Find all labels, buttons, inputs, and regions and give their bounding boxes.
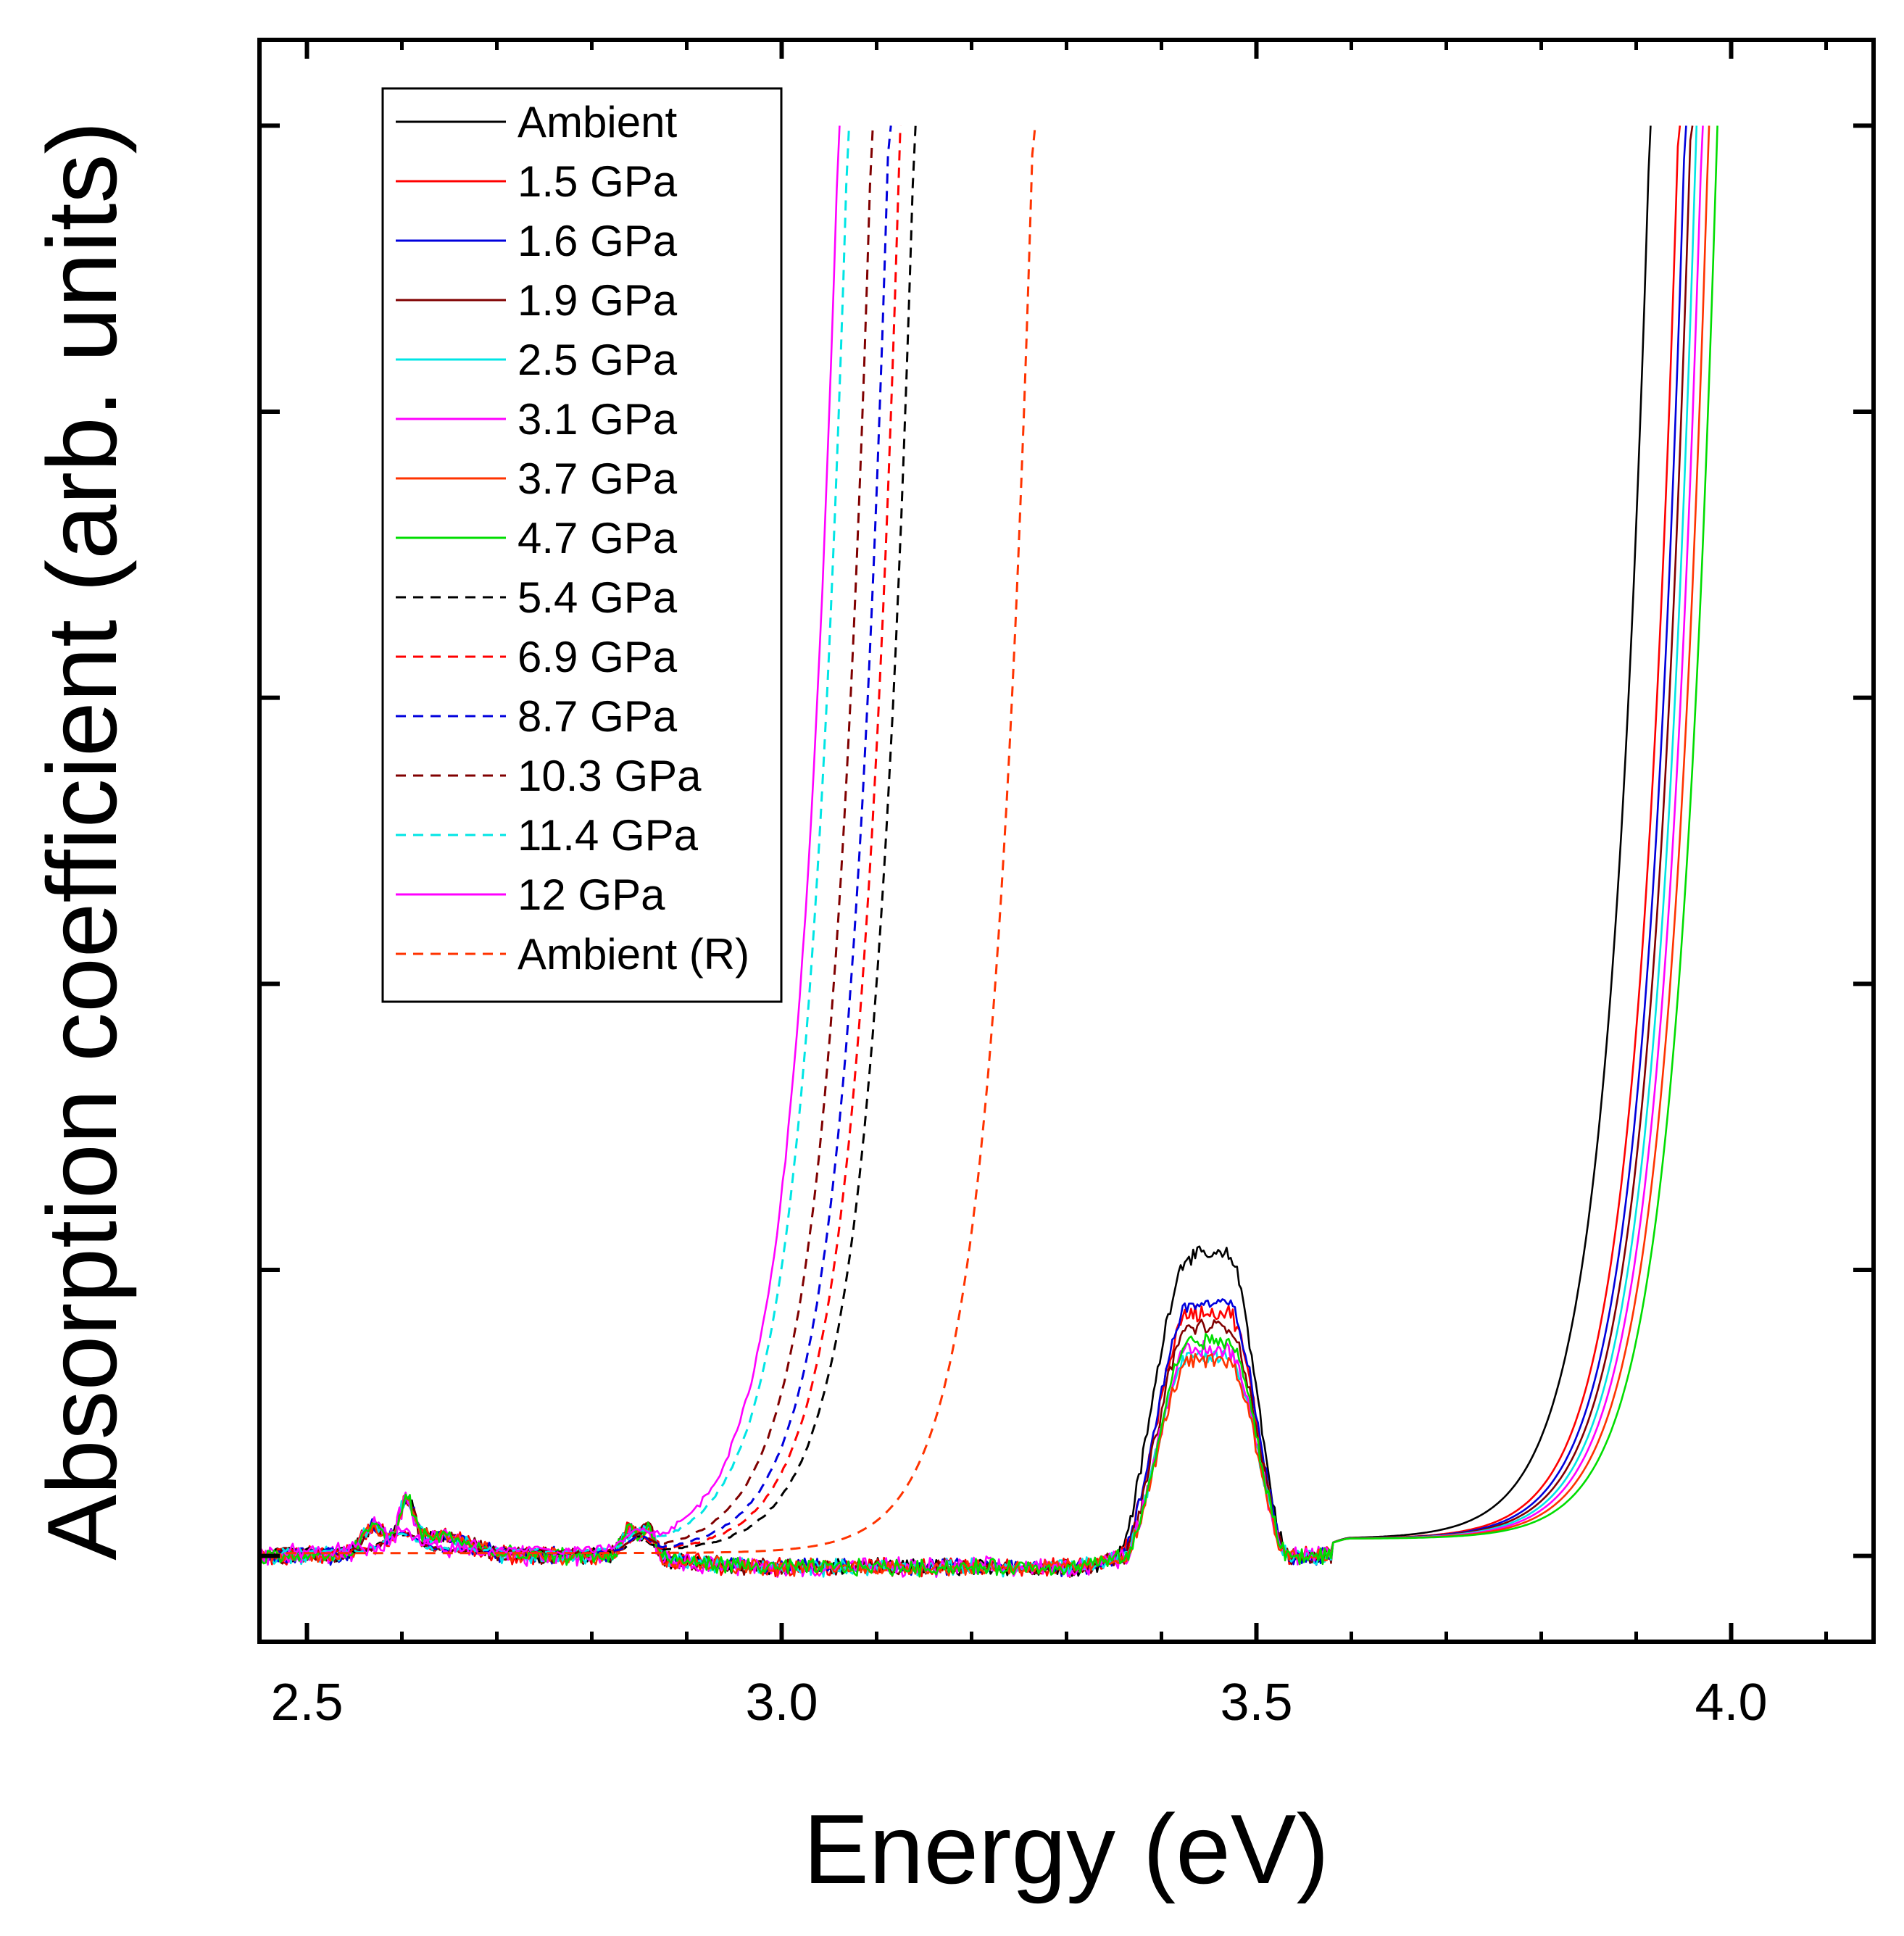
x-tick-label: 2.5 (270, 1674, 343, 1732)
series-line-12-gpa (283, 125, 841, 1559)
legend-label: 12 GPa (517, 871, 665, 919)
legend-label: 3.7 GPa (517, 454, 678, 503)
series-line-ambient-r (286, 125, 1036, 1555)
legend-label: 5.4 GPa (517, 573, 678, 622)
legend-label: Ambient (R) (517, 930, 749, 979)
legend-label: 10.3 GPa (517, 752, 702, 800)
legend-label: 8.7 GPa (517, 692, 678, 741)
series-line-4-7-gpa (259, 125, 1718, 1578)
x-axis-title: Energy (eV) (803, 1794, 1329, 1904)
legend: Ambient 1.5 GPa 1.6 GPa 1.9 GPa 2.5 GPa 3.1 G… (381, 87, 783, 1003)
legend-label: 1.5 GPa (517, 157, 678, 206)
legend-label: 3.1 GPa (517, 395, 678, 444)
legend-label: 2.5 GPa (517, 336, 678, 384)
legend-label: 6.9 GPa (517, 633, 678, 681)
legend-label: Ambient (517, 98, 677, 146)
x-tick-label: 3.5 (1220, 1674, 1292, 1732)
legend-label: 1.6 GPa (517, 217, 678, 265)
x-tick-label: 4.0 (1695, 1674, 1767, 1732)
series-layer (258, 125, 1718, 1578)
x-tick-label: 3.0 (745, 1674, 818, 1732)
legend-label: 1.9 GPa (517, 276, 678, 325)
legend-label: 4.7 GPa (517, 514, 678, 562)
ticks-layer: 2.5 3.0 3.5 4.0 (259, 40, 1874, 1732)
legend-label: 11.4 GPa (517, 811, 699, 860)
y-axis-title: Absorption coefficient (arb. units) (27, 121, 137, 1561)
